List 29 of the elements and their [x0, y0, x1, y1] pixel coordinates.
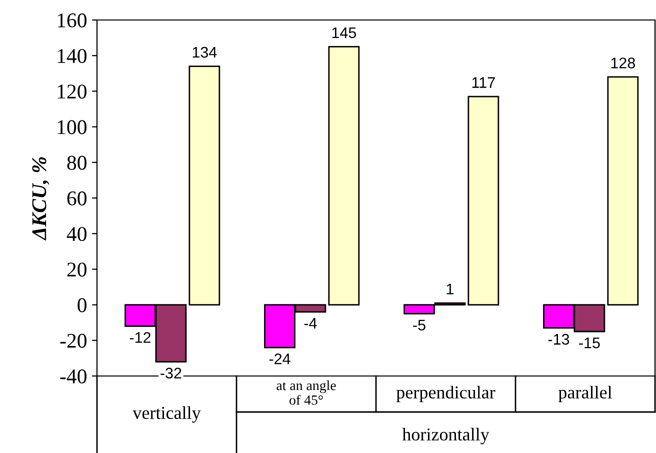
y-tick-label: 20: [67, 262, 86, 277]
data-label: -24: [269, 353, 290, 364]
data-label: -13: [548, 334, 570, 345]
x-tick-label: vertically: [132, 406, 201, 423]
data-label: -32: [160, 368, 182, 379]
x-tick-label: parallel: [558, 386, 612, 402]
text: horizontally: [402, 428, 490, 444]
data-label: 134: [192, 46, 217, 58]
x-tick-label: at an angle of 45°: [276, 380, 336, 405]
data-label: -5: [413, 320, 426, 330]
data-label: -15: [579, 338, 600, 348]
data-label: 1: [446, 284, 454, 294]
y-tick-label: 160: [58, 13, 86, 28]
y-tick-label: 40: [66, 226, 86, 242]
data-label: -12: [130, 332, 151, 343]
data-label: 145: [332, 27, 356, 38]
y-tick-label: 140: [58, 48, 86, 64]
y-axis-title: ΔKCU, %: [32, 157, 50, 241]
y-tick-label: 120: [58, 84, 86, 99]
y-tick-label: -20: [60, 334, 86, 348]
x-tick-label: perpendicular: [396, 386, 496, 402]
data-label: 128: [611, 58, 635, 68]
y-tick-label: -40: [60, 369, 86, 384]
y-tick-label: 80: [67, 156, 86, 170]
y-tick-label: 60: [67, 191, 86, 206]
y-tick-label: 0: [78, 298, 86, 312]
y-tick-label: 100: [58, 120, 86, 134]
data-label: -4: [304, 318, 317, 329]
data-label: 117: [472, 77, 495, 88]
